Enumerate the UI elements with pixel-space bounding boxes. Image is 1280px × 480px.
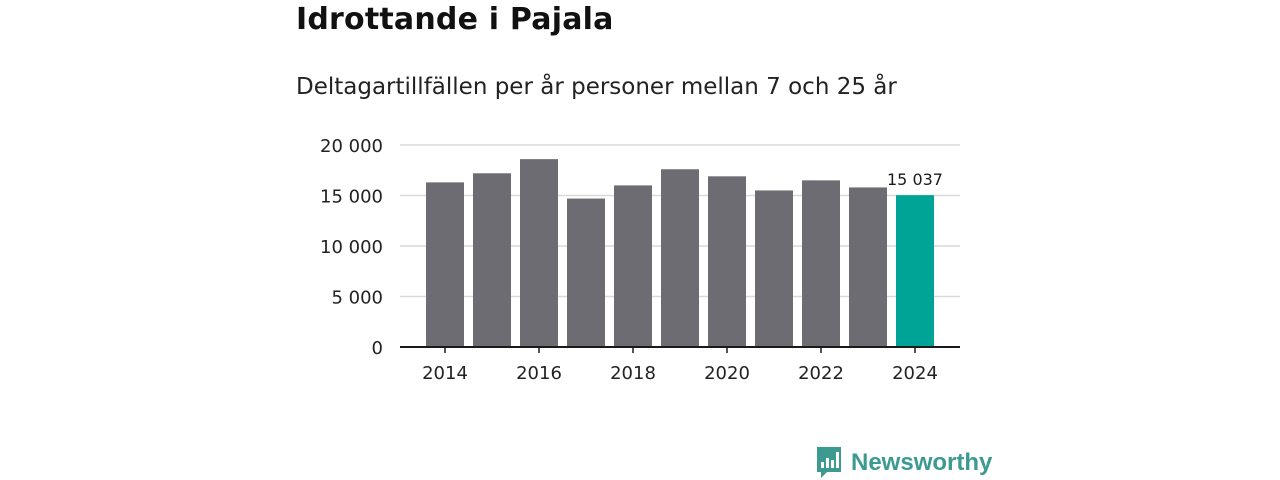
y-tick-label: 10 000 [320, 237, 383, 258]
x-tick-label: 2016 [516, 363, 562, 384]
bar-highlight [896, 195, 934, 347]
y-tick-label: 20 000 [320, 136, 383, 157]
bar [473, 173, 511, 347]
y-tick-label: 5 000 [331, 288, 383, 309]
bar [614, 185, 652, 347]
x-tick-label: 2014 [422, 363, 468, 384]
chart-subtitle: Deltagartillfällen per år personer mella… [296, 74, 897, 100]
x-tick-label: 2024 [892, 363, 938, 384]
y-tick-label: 0 [372, 338, 383, 359]
bar [426, 182, 464, 347]
x-tick-label: 2020 [704, 363, 750, 384]
brand-logo: Newsworthy [815, 446, 992, 480]
data-label: 15 037 [887, 170, 943, 189]
bar [708, 176, 746, 347]
brand-name: Newsworthy [851, 449, 993, 476]
y-tick-label: 15 000 [320, 187, 383, 208]
bar [661, 169, 699, 347]
bar [755, 190, 793, 347]
x-tick-label: 2022 [798, 363, 844, 384]
bar [802, 180, 840, 347]
bar [567, 198, 605, 347]
bar-chart: 0 5 000 10 000 15 000 20 000 15 037 2014 2016 20… [320, 136, 960, 384]
bar [520, 159, 558, 347]
x-tick-label: 2018 [610, 363, 656, 384]
bar [849, 187, 887, 347]
chart-title: Idrottande i Pajala [296, 2, 614, 37]
newsworthy-logo-icon [817, 447, 841, 478]
